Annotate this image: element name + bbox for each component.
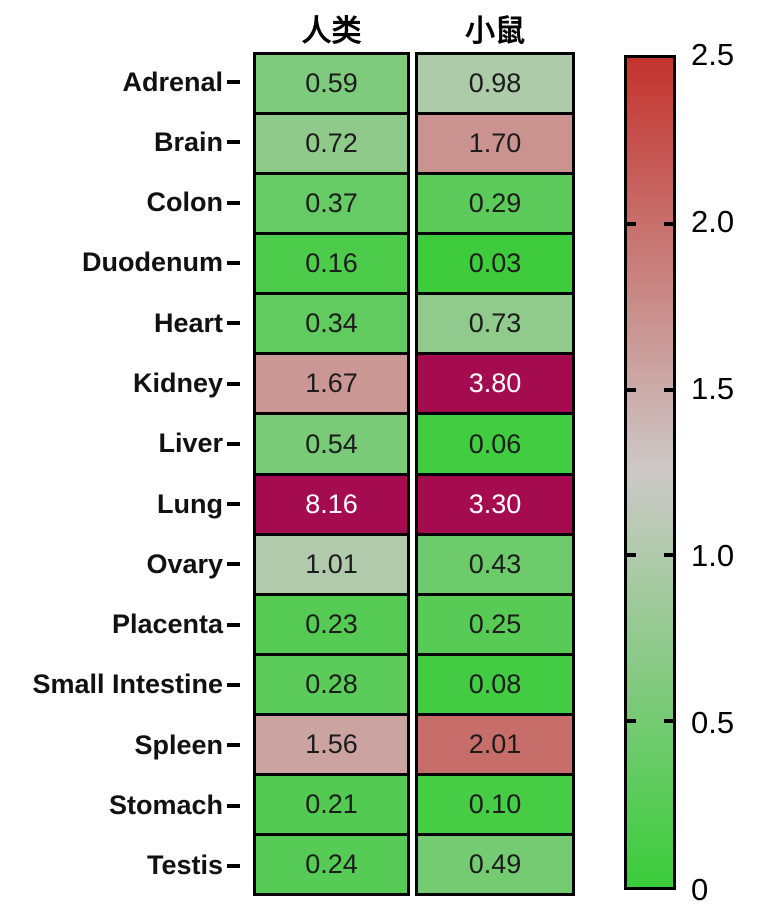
heatmap-cell: 0.16: [256, 235, 407, 296]
heatmap-cell: 0.21: [256, 775, 407, 837]
heatmap-column-mouse: 0.98 1.70 0.29 0.03 0.73 3.80 0.06 3.30 0.43 0.25…: [415, 52, 575, 896]
heatmap-cell: 0.98: [418, 55, 572, 116]
heatmap-cell: 0.59: [256, 55, 407, 116]
heatmap-cell: 1.67: [256, 355, 407, 416]
row-label-heart: Heart: [0, 293, 240, 353]
colorbar-tick-mark: [627, 719, 636, 724]
tissue-label: Small Intestine: [32, 669, 223, 700]
colorbar-gradient: [627, 58, 673, 887]
colorbar-tick-label: 1.0: [691, 538, 735, 573]
row-label-colon: Colon: [0, 173, 240, 233]
heatmap-column-human: 0.59 0.72 0.37 0.16 0.34 1.67 0.54 8.16 1.01 0.23…: [253, 52, 410, 896]
heatmap-cell: 0.03: [418, 235, 572, 296]
heatmap-cell: 0.24: [256, 836, 407, 894]
column-header-mouse: 小鼠: [465, 15, 525, 48]
tissue-label: Duodenum: [82, 247, 223, 278]
tissue-label: Testis: [146, 850, 223, 881]
tissue-label: Brain: [153, 126, 223, 157]
colorbar-tick-mark: [627, 553, 636, 558]
row-label-placenta: Placenta: [0, 595, 240, 655]
row-label-lung: Lung: [0, 474, 240, 534]
colorbar-tick-label: 2.5: [691, 37, 735, 72]
heatmap-cell: 0.43: [418, 535, 572, 596]
heatmap-cell: 1.70: [418, 115, 572, 176]
tissue-label: Kidney: [132, 368, 223, 399]
row-label-duodenum: Duodenum: [0, 233, 240, 293]
colorbar-tick-mark: [664, 719, 673, 724]
axis-tick: [227, 502, 240, 507]
row-label-stomach: Stomach: [0, 775, 240, 835]
heatmap-cell: 3.80: [418, 355, 572, 416]
axis-tick: [227, 381, 240, 386]
axis-tick: [227, 682, 240, 687]
row-label-brain: Brain: [0, 112, 240, 172]
heatmap-cell: 0.23: [256, 595, 407, 656]
axis-tick: [227, 80, 240, 85]
row-label-adrenal: Adrenal: [0, 52, 240, 112]
axis-tick: [227, 260, 240, 265]
heatmap-cell: 0.37: [256, 175, 407, 236]
heatmap-cell: 3.30: [418, 475, 572, 536]
colorbar: [624, 55, 676, 890]
row-label-testis: Testis: [0, 836, 240, 896]
colorbar-tick-label: 0.5: [691, 705, 735, 740]
axis-tick: [227, 622, 240, 627]
heatmap-cell: 0.08: [418, 655, 572, 716]
colorbar-tick-mark: [664, 387, 673, 392]
tissue-label: Spleen: [134, 729, 223, 760]
column-header-human: 人类: [301, 15, 362, 48]
colorbar-tick-label: 2.0: [691, 204, 735, 239]
heatmap-cell: 0.54: [256, 415, 407, 476]
heatmap-cell: 0.73: [418, 295, 572, 356]
heatmap-cell: 2.01: [418, 715, 572, 776]
axis-tick: [227, 200, 240, 205]
tissue-label: Liver: [158, 428, 223, 459]
row-label-axis: Adrenal Brain Colon Duodenum Heart Kidney Live…: [0, 52, 240, 896]
colorbar-tick-label: 0: [691, 872, 709, 907]
tissue-label: Colon: [146, 187, 223, 218]
tissue-label: Lung: [157, 488, 223, 519]
heatmap-cell: 0.10: [418, 775, 572, 837]
heatmap-cell: 1.56: [256, 715, 407, 776]
row-label-liver: Liver: [0, 414, 240, 474]
tissue-label: Adrenal: [122, 66, 223, 97]
heatmap-cell: 0.29: [418, 175, 572, 236]
axis-tick: [227, 441, 240, 446]
heatmap-cell: 1.01: [256, 535, 407, 596]
heatmap-cell: 0.06: [418, 415, 572, 476]
row-label-ovary: Ovary: [0, 534, 240, 594]
tissue-label: Placenta: [111, 609, 223, 640]
axis-tick: [227, 562, 240, 567]
axis-tick: [227, 321, 240, 326]
row-label-kidney: Kidney: [0, 353, 240, 413]
colorbar-tick-mark: [664, 221, 673, 226]
axis-tick: [227, 863, 240, 868]
heatmap-cell: 0.49: [418, 836, 572, 894]
heatmap-cell: 0.25: [418, 595, 572, 656]
heatmap-cell: 0.34: [256, 295, 407, 356]
row-label-spleen: Spleen: [0, 715, 240, 775]
axis-tick: [227, 803, 240, 808]
colorbar-tick-label: 1.5: [691, 371, 735, 406]
axis-tick: [227, 140, 240, 145]
colorbar-tick-mark: [664, 553, 673, 558]
heatmap-cell: 8.16: [256, 475, 407, 536]
tissue-label: Ovary: [146, 548, 223, 579]
heatmap-cell: 0.72: [256, 115, 407, 176]
row-label-small-intestine: Small Intestine: [0, 655, 240, 715]
colorbar-tick-mark: [627, 221, 636, 226]
tissue-label: Heart: [153, 307, 223, 338]
heatmap-cell: 0.28: [256, 655, 407, 716]
tissue-label: Stomach: [108, 790, 223, 821]
axis-tick: [227, 743, 240, 748]
colorbar-tick-mark: [627, 387, 636, 392]
